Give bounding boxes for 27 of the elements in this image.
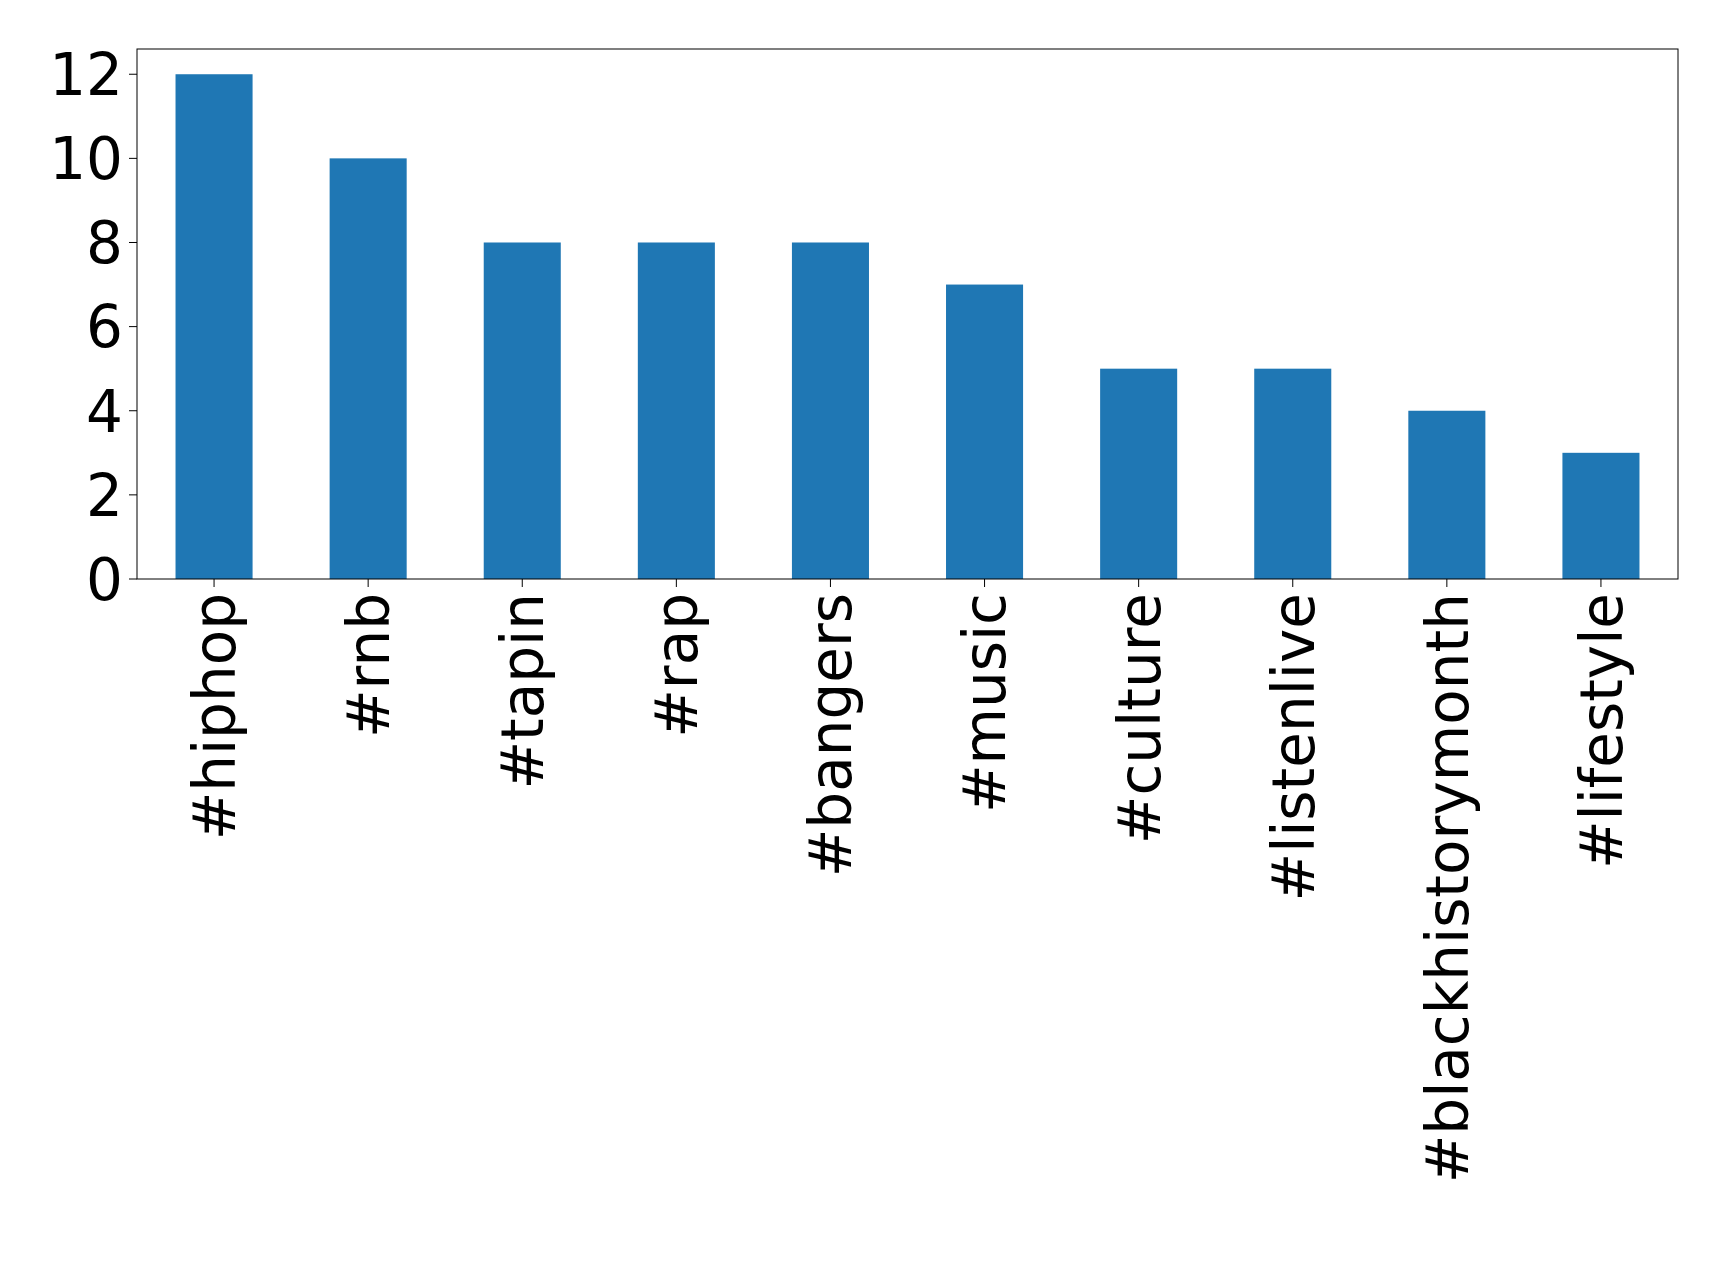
x-tick-label: #lifestyle <box>1567 593 1636 870</box>
x-tick-label: #rap <box>643 593 712 738</box>
bar <box>329 158 407 579</box>
x-tick-label: #bangers <box>797 593 866 878</box>
bar <box>175 74 253 579</box>
y-tick-label: 6 <box>86 293 123 362</box>
y-tick-label: 0 <box>86 545 123 614</box>
bar <box>1562 452 1640 579</box>
bar <box>791 242 869 579</box>
bar <box>1254 368 1332 579</box>
x-tick-label: #blackhistorymonth <box>1413 593 1482 1184</box>
x-tick-label: #music <box>951 593 1020 814</box>
x-tick-label: #culture <box>1105 593 1174 845</box>
x-tick-label: #listenlive <box>1259 593 1328 902</box>
bar <box>946 284 1024 579</box>
x-tick-label: #hiphop <box>180 593 249 841</box>
x-tick-label: #rnb <box>335 593 404 738</box>
bar <box>1408 410 1486 579</box>
y-tick-label: 12 <box>49 41 123 110</box>
y-tick-label: 10 <box>49 125 123 194</box>
x-tick-label: #tapin <box>489 593 558 790</box>
y-tick-label: 4 <box>86 377 123 446</box>
y-tick-label: 2 <box>86 461 123 530</box>
bar <box>637 242 715 579</box>
bar <box>1100 368 1178 579</box>
y-tick-label: 8 <box>86 209 123 278</box>
bar <box>483 242 561 579</box>
